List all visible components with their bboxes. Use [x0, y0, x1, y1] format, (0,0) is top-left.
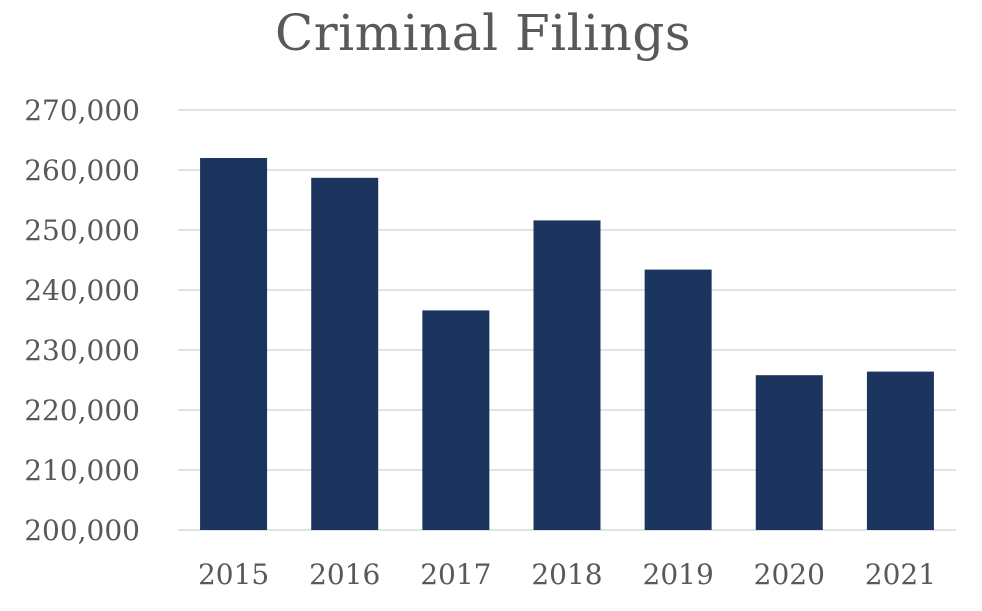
bar-2020 [755, 375, 823, 530]
x-tick-label: 2020 [754, 558, 825, 591]
y-tick-label: 200,000 [24, 514, 140, 547]
y-tick-label: 230,000 [24, 334, 140, 367]
y-tick-label: 260,000 [24, 154, 140, 187]
bar-2021 [866, 371, 934, 530]
y-tick-label: 250,000 [24, 214, 140, 247]
x-tick-label: 2017 [420, 558, 491, 591]
y-tick-label: 220,000 [24, 394, 140, 427]
bar-2015 [200, 158, 268, 530]
x-tick-label: 2015 [198, 558, 269, 591]
y-tick-label: 210,000 [24, 454, 140, 487]
bar-2017 [422, 310, 490, 530]
x-tick-label: 2018 [531, 558, 602, 591]
bar-2016 [311, 177, 379, 531]
y-tick-label: 240,000 [24, 274, 140, 307]
x-tick-label: 2019 [643, 558, 714, 591]
bar-2018 [533, 220, 601, 530]
x-tick-label: 2021 [865, 558, 936, 591]
y-tick-label: 270,000 [24, 94, 140, 127]
bar-2019 [644, 269, 712, 530]
chart-title: Criminal Filings [275, 4, 691, 62]
x-tick-label: 2016 [309, 558, 380, 591]
